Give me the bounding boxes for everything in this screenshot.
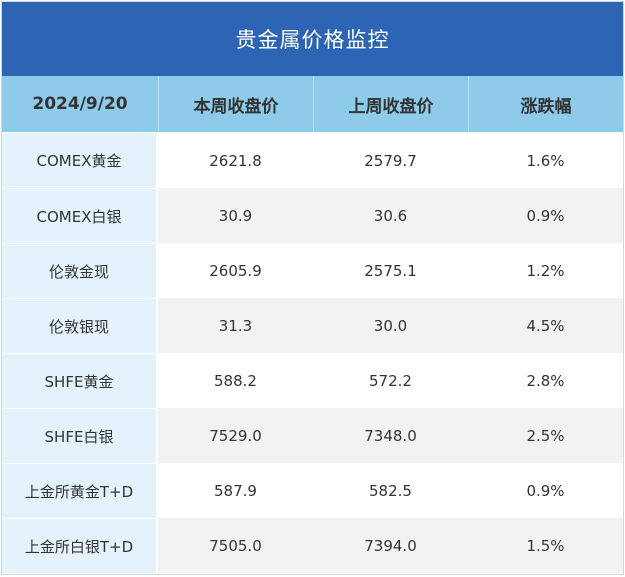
table-row: SHFE白银 7529.0 7348.0 2.5%	[2, 408, 623, 463]
last-week-close: 582.5	[313, 463, 468, 518]
table-row: 伦敦银现 31.3 30.0 4.5%	[2, 298, 623, 353]
row-label: SHFE黄金	[2, 353, 158, 408]
this-week-close: 2621.8	[158, 133, 313, 188]
last-week-close: 7348.0	[313, 408, 468, 463]
this-week-close: 587.9	[158, 463, 313, 518]
change-percent: 4.5%	[468, 298, 623, 353]
row-label: 伦敦金现	[2, 243, 158, 298]
this-week-close: 30.9	[158, 188, 313, 243]
this-week-close: 588.2	[158, 353, 313, 408]
change-percent: 0.9%	[468, 188, 623, 243]
change-percent: 1.5%	[468, 518, 623, 573]
this-week-close: 31.3	[158, 298, 313, 353]
header-change: 涨跌幅	[468, 76, 623, 132]
last-week-close: 2575.1	[313, 243, 468, 298]
change-percent: 1.2%	[468, 243, 623, 298]
row-label: 上金所黄金T+D	[2, 463, 158, 518]
header-last-week-close: 上周收盘价	[313, 76, 468, 132]
header-date: 2024/9/20	[32, 94, 128, 114]
last-week-close: 7394.0	[313, 518, 468, 573]
last-week-close: 30.6	[313, 188, 468, 243]
this-week-close: 2605.9	[158, 243, 313, 298]
change-percent: 1.6%	[468, 133, 623, 188]
change-percent: 0.9%	[468, 463, 623, 518]
last-week-close: 2579.7	[313, 133, 468, 188]
table-row: 上金所白银T+D 7505.0 7394.0 1.5%	[2, 518, 623, 573]
table-row: COMEX黄金 2621.8 2579.7 1.6%	[2, 133, 623, 188]
row-label: 上金所白银T+D	[2, 518, 158, 573]
row-label: 伦敦银现	[2, 298, 158, 353]
last-week-close: 30.0	[313, 298, 468, 353]
last-week-close: 572.2	[313, 353, 468, 408]
row-label: SHFE白银	[2, 408, 158, 463]
row-label: COMEX白银	[2, 188, 158, 243]
table-row: 上金所黄金T+D 587.9 582.5 0.9%	[2, 463, 623, 518]
this-week-close: 7529.0	[158, 408, 313, 463]
change-percent: 2.5%	[468, 408, 623, 463]
header-this-week-close: 本周收盘价	[158, 76, 313, 132]
table-title: 贵金属价格监控	[2, 2, 623, 76]
this-week-close: 7505.0	[158, 518, 313, 573]
header-row: 2024/9/20 本周收盘价 上周收盘价 涨跌幅	[2, 76, 623, 133]
table-row: 伦敦金现 2605.9 2575.1 1.2%	[2, 243, 623, 298]
change-percent: 2.8%	[468, 353, 623, 408]
table-row: SHFE黄金 588.2 572.2 2.8%	[2, 353, 623, 408]
row-label: COMEX黄金	[2, 133, 158, 188]
table-row: COMEX白银 30.9 30.6 0.9%	[2, 188, 623, 243]
